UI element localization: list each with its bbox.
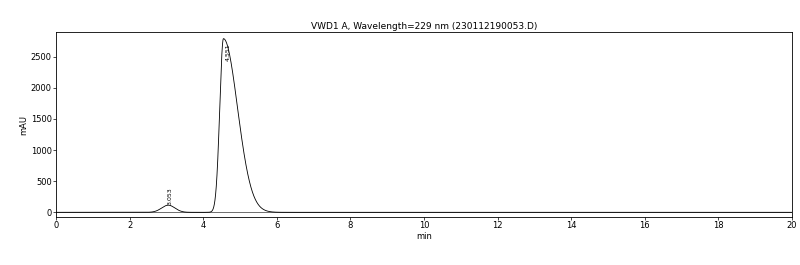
Text: 3.053: 3.053 (167, 187, 173, 205)
Title: VWD1 A, Wavelength=229 nm (230112190053.D): VWD1 A, Wavelength=229 nm (230112190053.… (311, 22, 537, 31)
Y-axis label: mAU: mAU (19, 114, 28, 135)
Text: 4.551: 4.551 (226, 44, 231, 61)
X-axis label: min: min (416, 232, 432, 241)
